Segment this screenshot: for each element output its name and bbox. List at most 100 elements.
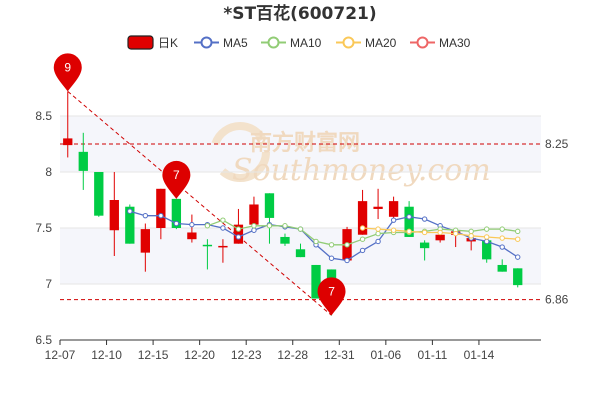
ma5-point — [406, 214, 412, 220]
ma10-point — [251, 223, 257, 229]
legend-item-ma5[interactable]: MA5 — [194, 36, 248, 50]
candle — [249, 196, 259, 225]
ma5-point — [251, 227, 257, 233]
candle-body — [109, 200, 119, 231]
candle-body — [357, 201, 368, 235]
legend-label-ma30: MA30 — [439, 36, 471, 50]
y-tick-label: 8.5 — [35, 109, 52, 123]
mark-point-pin: 7 — [317, 277, 346, 316]
x-axis: 12-07 12-10 12-15 12-20 12-23 12-28 12-31 01-06… — [45, 339, 541, 362]
trend-line-segment — [67, 90, 332, 316]
ma10-point — [359, 236, 366, 242]
legend-ma20-dot — [342, 36, 355, 49]
ma10-point — [499, 226, 505, 232]
ma20-point — [390, 227, 397, 233]
legend-label-ma20: MA20 — [365, 36, 397, 50]
ma5-point — [421, 216, 428, 222]
candle — [218, 239, 228, 263]
candle-body — [202, 244, 213, 247]
ma20-point — [421, 229, 428, 236]
x-tick-label: 01-11 — [417, 348, 447, 362]
candle-body — [94, 172, 104, 216]
x-tick-label: 12-10 — [91, 348, 122, 362]
ma10-point — [282, 223, 288, 229]
x-tick-label: 01-06 — [370, 348, 401, 362]
legend-label-day-k: 日K — [158, 36, 178, 50]
candle-body — [311, 264, 321, 299]
mark-points: 9 7 7 — [53, 53, 346, 316]
candle-body — [63, 138, 73, 146]
chart-legend[interactable]: 日K MA5 MA10 MA20 MA30 — [127, 35, 471, 50]
watermark-cn: 南方财富网 — [250, 130, 360, 156]
watermark-logo: 南方财富网 Southmoney.com — [210, 122, 491, 188]
legend-item-ma30[interactable]: MA30 — [410, 36, 471, 50]
candle — [78, 132, 88, 190]
candle — [94, 172, 104, 217]
candle-body — [187, 232, 197, 240]
y-tick-label: 7.5 — [35, 221, 52, 235]
ma20-point — [437, 229, 443, 236]
ma5-point — [375, 238, 381, 245]
mark-line-label: 6.86 — [545, 293, 569, 307]
ma20-point — [483, 234, 490, 240]
candle-body — [497, 264, 507, 272]
ma20-point — [406, 228, 412, 235]
legend-item-day-k[interactable]: 日K — [127, 35, 178, 50]
candle — [140, 223, 150, 272]
ma5-point — [142, 212, 149, 219]
ma20-point — [468, 233, 474, 239]
candle-body — [233, 224, 244, 244]
ma10-point — [235, 226, 242, 232]
x-tick-label: 12-20 — [184, 348, 215, 362]
legend-item-ma10[interactable]: MA10 — [261, 36, 322, 50]
candle — [388, 196, 399, 221]
candle-body — [295, 249, 306, 258]
x-tick-label: 12-15 — [138, 348, 169, 362]
ma5-point — [235, 234, 242, 240]
ma20-point — [375, 226, 381, 232]
x-tick-label: 12-07 — [45, 348, 76, 362]
ma5-point — [220, 225, 226, 231]
ma10-point — [328, 242, 335, 248]
ma10-point — [266, 223, 273, 229]
candle — [63, 91, 73, 158]
y-tick-label: 6.5 — [35, 333, 52, 347]
x-tick-label: 12-31 — [324, 348, 355, 362]
candle-body — [280, 236, 290, 244]
ma10-point — [483, 226, 490, 232]
watermark-en: Southmoney.com — [232, 153, 491, 188]
candle-body — [264, 193, 275, 218]
legend-candle-swatch — [127, 35, 154, 50]
ma5-point — [158, 212, 164, 219]
candle — [373, 188, 383, 220]
candle-body — [156, 188, 166, 228]
legend-ma10-dot — [267, 36, 280, 49]
legend-ma30-dot — [416, 36, 429, 49]
ma5-point — [390, 217, 397, 223]
mark-point-pin: 7 — [162, 160, 191, 199]
candle-body — [78, 151, 88, 171]
moving-average-lines — [127, 208, 521, 264]
ma5-point — [127, 208, 133, 214]
ma10-point — [515, 228, 521, 235]
candle-body — [125, 206, 135, 244]
ma5-point — [328, 255, 335, 261]
ma10-point — [468, 228, 474, 235]
candle-body — [171, 198, 182, 228]
legend-label-ma10: MA10 — [290, 36, 322, 50]
candle-body — [249, 204, 259, 225]
ma10-point — [297, 226, 304, 232]
legend-item-ma20[interactable]: MA20 — [336, 36, 397, 50]
candle-body — [140, 229, 150, 253]
ma5-point — [189, 221, 195, 228]
x-tick-label: 12-28 — [277, 348, 308, 362]
candle-body — [404, 206, 414, 237]
candle — [295, 243, 306, 258]
pin-shape — [162, 160, 191, 199]
ma20-point — [452, 230, 459, 237]
pin-label: 7 — [328, 284, 335, 298]
ma10-point — [204, 223, 211, 229]
ma20-point — [499, 235, 505, 241]
ma10-point — [220, 217, 226, 223]
